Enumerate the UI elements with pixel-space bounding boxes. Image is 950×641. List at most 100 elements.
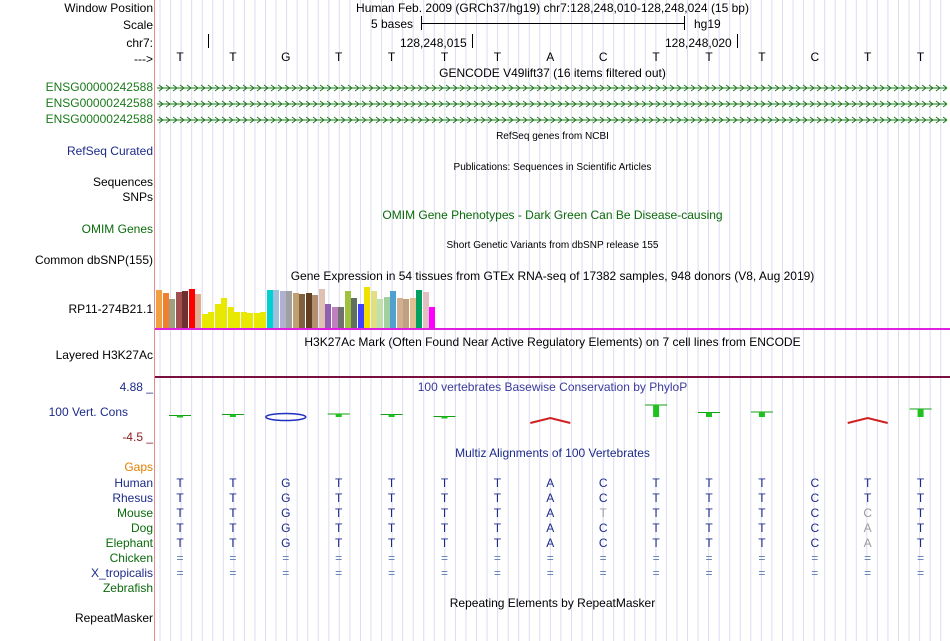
gencode-item-label[interactable]: ENSG00000242588 [45, 112, 153, 126]
gtex-tissue-bar[interactable] [234, 312, 241, 328]
gtex-tissue-bar[interactable] [266, 290, 273, 328]
gaps-label[interactable]: Gaps [124, 460, 153, 474]
gtex-tissue-bar[interactable] [370, 291, 377, 328]
gtex-tissue-bar[interactable] [396, 298, 403, 328]
gtex-tissue-bar[interactable] [351, 298, 358, 328]
gtex-tissue-bar[interactable] [338, 307, 345, 328]
gtex-tissue-bar[interactable] [286, 291, 293, 328]
refseq-title[interactable]: RefSeq genes from NCBI [496, 131, 609, 142]
gtex-tissue-bar[interactable] [403, 299, 410, 328]
refseq-label[interactable]: RefSeq Curated [66, 144, 153, 158]
chrom-label: chr7: [126, 36, 153, 50]
gtex-tissue-bar[interactable] [325, 304, 332, 328]
gtex-tissue-bar[interactable] [318, 289, 325, 328]
gtex-tissue-bar[interactable] [182, 291, 189, 328]
multiz-base: C [810, 521, 820, 535]
gtex-title[interactable]: Gene Expression in 54 tissues from GTEx … [290, 269, 815, 283]
multiz-base: T [440, 506, 449, 520]
gtex-tissue-bar[interactable] [422, 292, 429, 328]
omim-label[interactable]: OMIM Genes [81, 222, 153, 236]
gtex-tissue-bar[interactable] [214, 304, 221, 328]
gtex-tissue-bar[interactable] [279, 291, 286, 328]
multiz-species-label[interactable]: Rhesus [112, 491, 153, 505]
multiz-species-label[interactable]: X_tropicalis [90, 566, 153, 580]
h3k27ac-label[interactable]: Layered H3K27Ac [55, 348, 153, 362]
multiz-base: T [176, 491, 184, 505]
publications-label-snps[interactable]: SNPs [122, 190, 153, 204]
multiz-base: T [387, 491, 396, 505]
gtex-tissue-bar[interactable] [364, 287, 371, 328]
gtex-tissue-bar[interactable] [188, 289, 195, 328]
gtex-tissue-bar[interactable] [312, 295, 319, 328]
gtex-tissue-bar[interactable] [201, 314, 208, 328]
multiz-base: T [387, 521, 396, 535]
publications-title[interactable]: Publications: Sequences in Scientific Ar… [453, 162, 652, 173]
multiz-base: T [335, 536, 343, 550]
multiz-base: C [810, 476, 820, 490]
gtex-tissue-bar[interactable] [162, 293, 169, 328]
gtex-tissue-bar[interactable] [156, 290, 163, 328]
dbsnp-title[interactable]: Short Genetic Variants from dbSNP releas… [446, 240, 659, 251]
gtex-tissue-bar[interactable] [169, 299, 176, 328]
phylop-track[interactable] [155, 395, 950, 435]
multiz-base: T [335, 476, 343, 490]
gtex-tissue-bar[interactable] [299, 294, 306, 328]
multiz-species-label[interactable]: Chicken [109, 551, 153, 565]
multiz-species-label[interactable]: Elephant [105, 536, 153, 550]
gtex-tissue-bar[interactable] [344, 291, 351, 328]
gtex-tissue-bar[interactable] [195, 294, 202, 328]
scale-value: 5 bases [371, 17, 414, 31]
publications-label-sequences[interactable]: Sequences [92, 175, 153, 189]
gtex-tissue-bar[interactable] [221, 298, 228, 328]
gencode-title[interactable]: GENCODE V49lift37 (16 items filtered out… [439, 66, 666, 80]
repeatmasker-label[interactable]: RepeatMasker [74, 611, 153, 625]
gtex-tissue-bar[interactable] [409, 298, 416, 328]
gencode-item-label[interactable]: ENSG00000242588 [45, 96, 153, 110]
sequence-base: A [546, 50, 555, 64]
gencode-item-label[interactable]: ENSG00000242588 [45, 80, 153, 94]
gtex-tissue-bar[interactable] [292, 293, 299, 328]
gtex-tissue-bar[interactable] [305, 293, 312, 328]
gtex-tissue-bar[interactable] [247, 313, 254, 328]
gtex-tissue-bar[interactable] [377, 299, 384, 328]
dbsnp-label[interactable]: Common dbSNP(155) [34, 253, 153, 267]
multiz-base: T [705, 536, 713, 550]
multiz-species-label[interactable]: Dog [130, 521, 153, 535]
multiz-base: = [864, 551, 872, 565]
gtex-tissue-bar[interactable] [253, 313, 260, 328]
multiz-base: T [758, 476, 766, 490]
phylop-label[interactable]: 100 Vert. Cons [48, 405, 128, 419]
multiz-species-label[interactable]: Mouse [116, 506, 153, 520]
gtex-tissue-bar[interactable] [175, 292, 182, 328]
gencode-transcript[interactable] [157, 115, 947, 125]
multiz-species-label[interactable]: Zebrafish [102, 581, 153, 595]
gencode-transcript[interactable] [157, 83, 947, 93]
gtex-label[interactable]: RP11-274B21.1 [68, 302, 153, 316]
scale-label: Scale [122, 18, 153, 32]
gtex-tissue-bar[interactable] [240, 312, 247, 328]
gtex-tissue-bar[interactable] [227, 307, 234, 328]
h3k27ac-title[interactable]: H3K27Ac Mark (Often Found Near Active Re… [304, 335, 801, 349]
repeatmasker-title[interactable]: Repeating Elements by RepeatMasker [449, 596, 656, 610]
gtex-tissue-bar[interactable] [260, 312, 267, 328]
gtex-tissue-bar[interactable] [383, 297, 390, 328]
gtex-tissue-bar[interactable] [416, 290, 423, 328]
gtex-tissue-bar[interactable] [390, 291, 397, 328]
phylop-title[interactable]: 100 vertebrates Basewise Conservation by… [417, 380, 688, 394]
multiz-title[interactable]: Multiz Alignments of 100 Vertebrates [455, 446, 650, 460]
multiz-species-label[interactable]: Human [114, 476, 153, 490]
gtex-tissue-bar[interactable] [429, 307, 436, 328]
gtex-tissue-bar[interactable] [273, 290, 280, 328]
gtex-bar-chart[interactable] [155, 285, 555, 328]
omim-title[interactable]: OMIM Gene Phenotypes - Dark Green Can Be… [382, 208, 723, 222]
gtex-tissue-bar[interactable] [208, 312, 215, 328]
multiz-base: T [758, 491, 766, 505]
multiz-base: C [863, 506, 873, 520]
gencode-transcript[interactable] [157, 99, 947, 109]
multiz-base: A [546, 521, 555, 535]
gtex-tissue-bar[interactable] [357, 304, 364, 328]
multiz-base: T [758, 521, 766, 535]
scale-assembly: hg19 [694, 17, 721, 31]
gtex-tissue-bar[interactable] [331, 307, 338, 328]
multiz-base: A [546, 536, 555, 550]
